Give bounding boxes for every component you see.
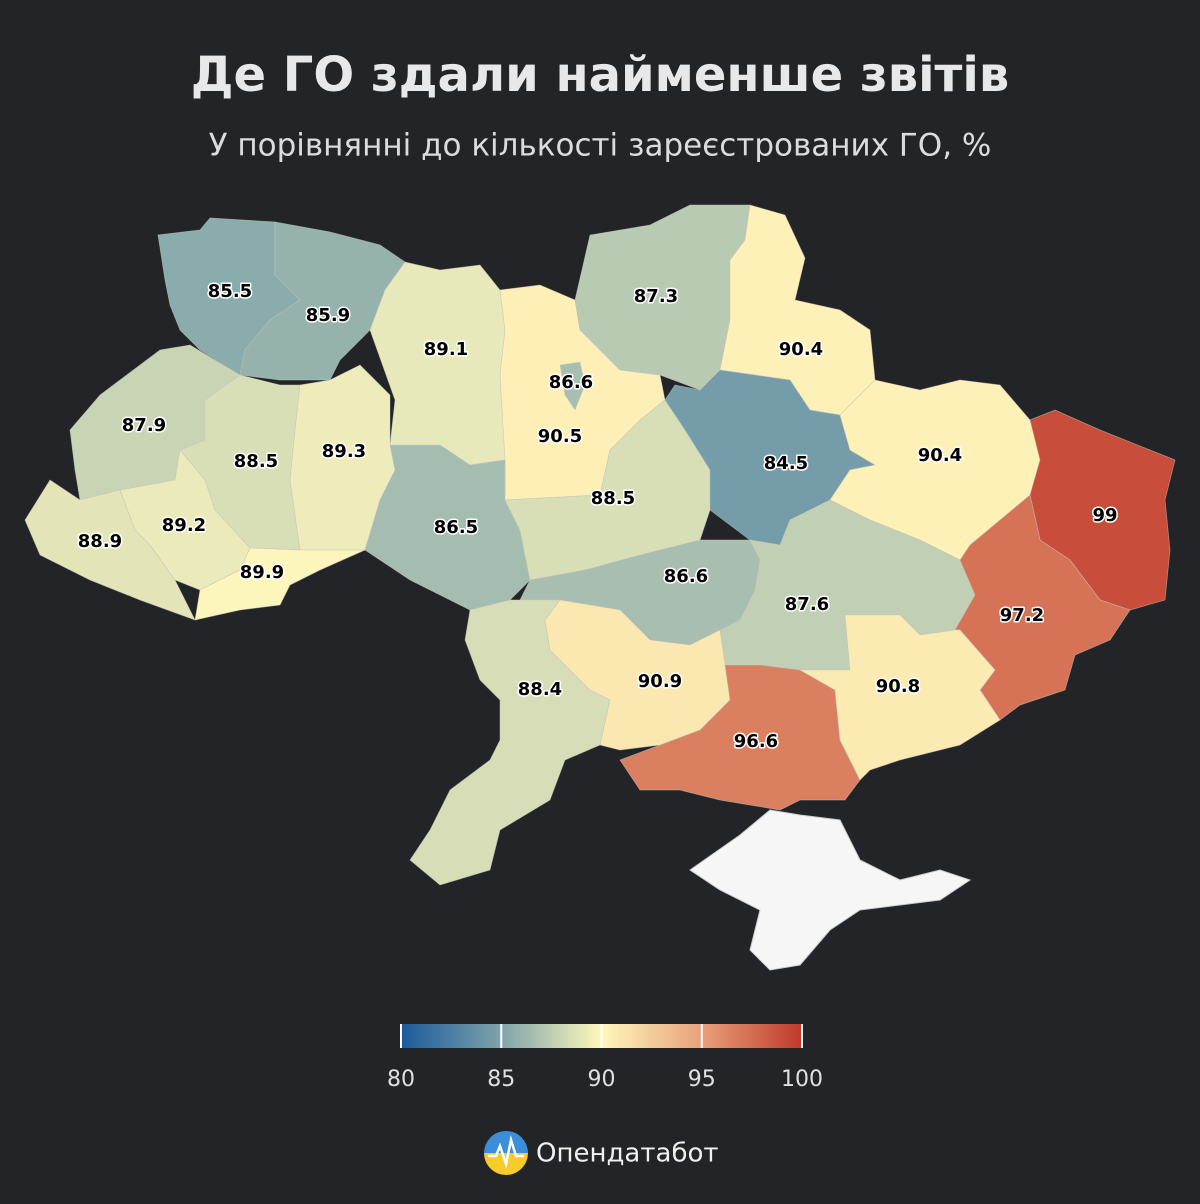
value-label: 90.5 [538, 426, 582, 447]
region [194, 547, 366, 621]
brand: Опендатабот [536, 1139, 719, 1169]
value-label: 88.5 [591, 488, 635, 509]
region [364, 444, 531, 611]
logo-pulse [488, 1135, 524, 1169]
crimea [689, 809, 972, 971]
value-label: 97.2 [1000, 605, 1044, 626]
value-label: 88.4 [518, 679, 562, 700]
value-label: 86.6 [664, 566, 708, 587]
tick-label: 100 [781, 1067, 823, 1092]
value-label: 87.6 [785, 594, 829, 615]
value-label: 89.1 [424, 339, 468, 360]
subtitle: У порівнянні до кількості зареєстрованих… [209, 128, 992, 164]
region [504, 399, 711, 581]
value-label: 89.3 [322, 441, 366, 462]
region [798, 614, 1001, 781]
tick-label: 90 [588, 1067, 616, 1092]
logo [484, 1131, 528, 1175]
value-label: 87.9 [122, 415, 166, 436]
region [559, 361, 586, 411]
title: Де ГО здали найменше звітів [191, 47, 1009, 103]
value-label: 96.6 [734, 731, 778, 752]
value-label: 88.5 [234, 451, 278, 472]
value-label: 90.8 [876, 676, 920, 697]
value-label: 86.5 [434, 517, 478, 538]
value-label: 90.4 [918, 445, 962, 466]
value-label: 85.9 [306, 305, 350, 326]
value-label: 84.5 [764, 453, 808, 474]
value-label: 86.6 [549, 372, 593, 393]
tick-label: 80 [387, 1067, 415, 1092]
tick-label: 95 [688, 1067, 716, 1092]
value-label: 90.9 [638, 671, 682, 692]
color-legend: 80 85 90 95 100 [387, 1024, 823, 1092]
regions [24, 204, 1176, 886]
value-label: 85.5 [208, 281, 252, 302]
value-label: 99 [1092, 505, 1117, 526]
value-label: 90.4 [779, 339, 823, 360]
tick-label: 85 [487, 1067, 515, 1092]
value-label: 88.9 [78, 531, 122, 552]
value-label: 89.9 [240, 562, 284, 583]
value-label: 89.2 [162, 515, 206, 536]
labels: 85.5 85.9 89.1 90.5 86.6 87.3 90.4 87.9 88.5 89.3… [76, 280, 1119, 754]
value-label: 87.3 [634, 286, 678, 307]
